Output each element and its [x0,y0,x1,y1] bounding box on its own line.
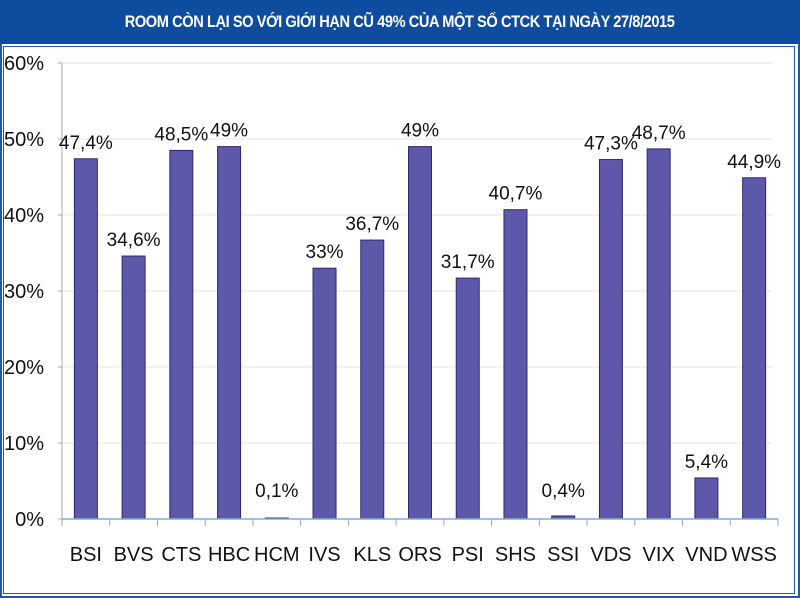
y-tick-label: 10% [4,433,44,455]
bars [73,146,767,520]
data-label: 49% [210,121,248,142]
data-label: 34,6% [107,230,161,251]
x-tick-label: KLS [353,544,391,566]
bar-ors [408,146,432,520]
data-label: 5,4% [685,452,728,473]
data-label: 47,3% [584,134,638,155]
y-tick-label: 30% [4,281,44,303]
data-label: 31,7% [441,252,495,273]
data-label: 0,1% [255,481,298,502]
x-tick-label: BSI [70,544,102,566]
bar-shs [503,209,528,520]
data-label: 33% [306,242,344,263]
bar-cts [169,149,194,520]
bar-vnd [694,477,719,520]
bar-bvs [121,255,146,520]
y-tick-label: 0% [15,509,44,531]
data-label: 47,4% [59,133,113,154]
data-label: 44,9% [727,152,781,173]
y-axis: 0% 10% 20% 30% 40% 50% 60% [4,53,63,531]
x-tick-label: HCM [254,544,300,566]
x-tick-label: VDS [590,544,631,566]
bar-bsi [73,158,98,520]
bar-kls [360,239,385,520]
data-label: 0,4% [542,481,585,502]
bar-hbc [217,146,242,520]
x-tick-label: WSS [731,544,777,566]
data-label: 49% [401,121,439,142]
y-tick-label: 60% [4,53,44,75]
x-tick-label: PSI [452,544,484,566]
data-labels: 47,4%34,6%48,5% 49%0,1%33%36,7%49%31,7%40… [59,121,781,502]
y-tick-label: 50% [4,129,44,151]
data-label: 40,7% [489,184,543,205]
x-tick-label: VND [685,544,727,566]
bar-vix [646,148,671,520]
x-tick-label: BVS [114,544,154,566]
x-tick-label: VIX [643,544,675,566]
title-bar: ROOM CÒN LẠI SO VỚI GIỚI HẠN CŨ 49% CỦA … [0,0,800,44]
data-label: 48,7% [632,123,686,144]
x-axis: BSI BVS CTS HBC HCM IVS KLS ORS PSI SHS SSI VDS VIX V… [61,518,779,566]
x-tick-label: ORS [398,544,441,566]
bar-psi [455,277,480,520]
bar-wss [742,177,767,520]
bar-ivs [312,267,337,520]
y-tick-label: 40% [4,205,44,227]
x-tick-label: HBC [208,544,250,566]
bar-vds [598,159,623,520]
data-label: 36,7% [345,214,399,235]
x-tick-label: SHS [495,544,536,566]
x-tick-label: SSI [547,544,579,566]
data-label: 48,5% [154,124,208,145]
chart-title: ROOM CÒN LẠI SO VỚI GIỚI HẠN CŨ 49% CỦA … [125,12,675,31]
y-tick-label: 20% [4,357,44,379]
x-tick-label: CTS [161,544,201,566]
x-tick-label: IVS [308,544,340,566]
